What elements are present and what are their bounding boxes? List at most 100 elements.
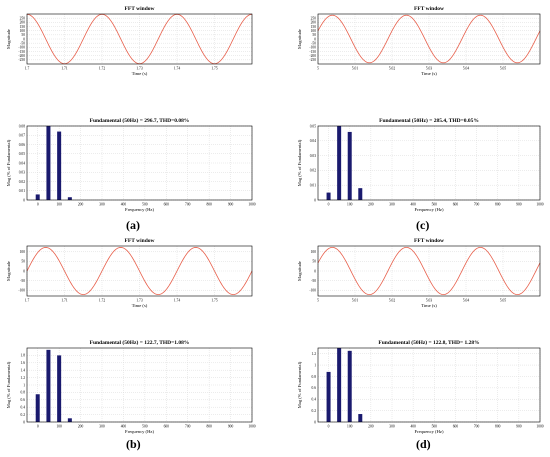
- axes-frame: [317, 13, 541, 65]
- y-tick-label: 1.4: [21, 369, 26, 373]
- x-tick-label: 100: [347, 203, 353, 207]
- x-tick-label: 200: [368, 203, 374, 207]
- y-tick-label: 1.2: [312, 352, 317, 356]
- bar: [67, 418, 72, 422]
- x-tick-label: 1.73: [136, 299, 142, 303]
- y-tick-label: -150: [18, 50, 25, 54]
- axes-frame: [26, 347, 253, 423]
- x-tick-label: 0: [328, 203, 330, 207]
- x-tick-label: 100: [347, 425, 353, 429]
- axes-frame: [26, 245, 253, 297]
- x-tick-label: 1.74: [174, 299, 180, 303]
- y-tick-label: 0.02: [310, 169, 316, 173]
- x-tick-label: 1000: [536, 425, 543, 429]
- chart-title: FFT window: [414, 6, 444, 12]
- y-tick-label: -50: [311, 279, 316, 283]
- x-axis-label: Time (s): [421, 71, 437, 76]
- x-tick-label: 1.75: [211, 67, 217, 71]
- y-tick-label: -100: [18, 289, 25, 293]
- y-tick-label: 0: [23, 198, 25, 202]
- x-axis-label: Time (s): [132, 71, 148, 76]
- bar: [57, 355, 62, 422]
- x-tick-label: 400: [121, 425, 127, 429]
- x-tick-label: 500: [432, 425, 438, 429]
- x-tick-label: 0: [37, 425, 39, 429]
- x-tick-label: 200: [78, 425, 84, 429]
- x-tick-label: 5.01: [352, 67, 358, 71]
- y-tick-label: 0.04: [19, 161, 25, 165]
- y-tick-label: 0: [314, 198, 316, 202]
- c-spectrum-chart: 0 100 200 300 400 500 600 700 800 900 1000 0 0.01 0.0…: [297, 117, 544, 212]
- y-tick-label: 0.06: [19, 143, 25, 147]
- y-tick-label: 1.2: [21, 376, 26, 380]
- axes-frame: [26, 13, 253, 65]
- y-tick-label: 1: [23, 383, 25, 387]
- y-tick-label: -50: [20, 279, 25, 283]
- y-tick-label: 0: [314, 37, 316, 41]
- y-tick-label: -200: [309, 54, 316, 58]
- y-tick-label: 1.8: [21, 354, 26, 358]
- y-tick-label: 250: [311, 16, 317, 20]
- y-tick-label: 1: [314, 363, 316, 367]
- y-tick-label: -250: [18, 58, 25, 62]
- x-tick-label: 600: [453, 203, 459, 207]
- bar: [337, 348, 342, 422]
- bar: [326, 371, 331, 422]
- y-tick-label: 150: [20, 25, 26, 29]
- panel-label-d: (d): [416, 437, 431, 451]
- x-tick-label: 5: [317, 67, 319, 71]
- x-tick-label: 1000: [248, 203, 255, 207]
- chart-title: Fundamental (50Hz) = 296.7, THD=0.08%: [90, 117, 190, 124]
- y-tick-label: -100: [309, 289, 316, 293]
- axes-frame: [317, 125, 541, 201]
- x-tick-label: 700: [185, 203, 191, 207]
- x-tick-label: 200: [368, 425, 374, 429]
- a-fft-window-chart: 1.7 1.71 1.72 1.73 1.74 1.75 -250-200-150-100-…: [6, 6, 253, 76]
- x-axis-label: Frequency (Hz): [125, 207, 154, 212]
- x-tick-label: 700: [185, 425, 191, 429]
- d-spectrum-chart: 0 100 200 300 400 500 600 700 800 900 1000 0 0.2 0.4 0…: [297, 339, 544, 434]
- y-tick-label: 0.01: [310, 184, 316, 188]
- x-tick-label: 100: [56, 425, 62, 429]
- bar: [347, 350, 352, 422]
- x-tick-label: 1.75: [211, 299, 217, 303]
- y-tick-label: -100: [18, 46, 25, 50]
- x-tick-label: 900: [516, 203, 522, 207]
- bar: [358, 414, 363, 422]
- y-tick-label: -200: [18, 54, 25, 58]
- y-tick-label: 100: [311, 29, 317, 33]
- x-tick-label: 700: [474, 425, 480, 429]
- panel-label-c: (c): [416, 218, 430, 232]
- y-tick-label: 0: [314, 269, 316, 273]
- y-tick-label: -250: [309, 58, 316, 62]
- panel-label-b: (b): [126, 437, 141, 451]
- x-tick-label: 400: [121, 203, 127, 207]
- y-tick-label: -100: [309, 46, 316, 50]
- x-tick-label: 600: [164, 425, 170, 429]
- y-axis-label: Mag (% of Fundamental): [297, 139, 302, 186]
- x-tick-label: 500: [142, 203, 148, 207]
- y-axis-label: Magnitude: [297, 261, 302, 281]
- y-tick-label: -50: [20, 41, 25, 45]
- x-tick-label: 300: [99, 203, 105, 207]
- y-tick-label: 50: [312, 260, 316, 264]
- y-tick-label: 0.6: [312, 386, 317, 390]
- x-tick-label: 700: [474, 203, 480, 207]
- y-tick-label: 0.2: [312, 409, 317, 413]
- x-tick-label: 5: [317, 299, 319, 303]
- y-axis-label: Magnitude: [6, 29, 11, 49]
- x-tick-label: 5.02: [389, 299, 395, 303]
- bar: [35, 194, 40, 200]
- plot-area: [318, 348, 540, 422]
- x-tick-label: 300: [389, 203, 395, 207]
- bar: [347, 131, 352, 200]
- chart-title: Fundamental (50Hz) = 285.4, THD=0.05%: [379, 117, 479, 124]
- x-tick-label: 100: [56, 203, 62, 207]
- axes-frame: [26, 125, 253, 201]
- y-tick-label: 0.8: [21, 391, 26, 395]
- x-tick-label: 800: [495, 425, 501, 429]
- x-tick-label: 900: [516, 425, 522, 429]
- bar: [358, 188, 363, 200]
- bar: [326, 192, 331, 200]
- x-tick-label: 5.04: [463, 67, 469, 71]
